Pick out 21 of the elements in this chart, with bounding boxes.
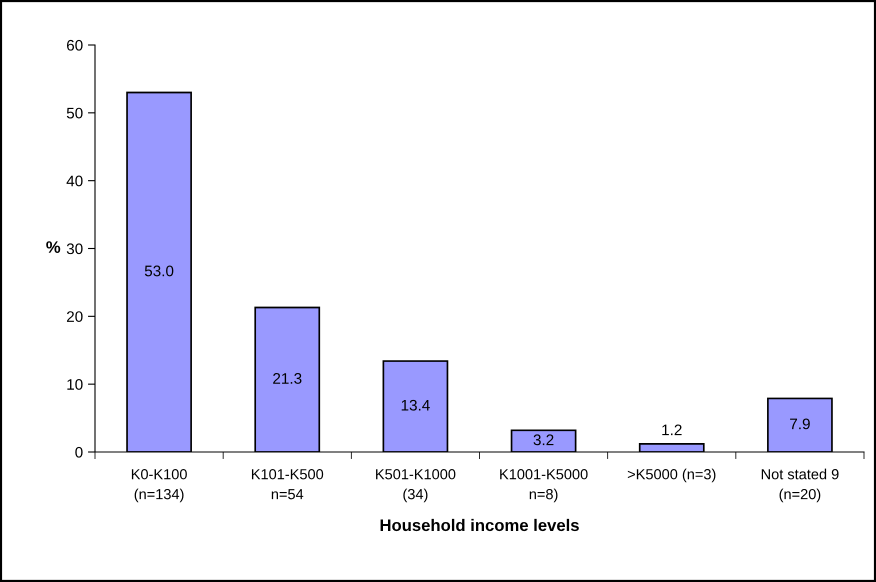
y-tick-label: 60	[66, 40, 83, 51]
data-label: 21.3	[273, 373, 302, 384]
data-label: 3.2	[534, 434, 554, 446]
data-label: 13.4	[402, 400, 430, 411]
x-tick-label: K0-K100 (n=134)	[132, 469, 187, 502]
x-tick-label: Not stated 9 (n=20)	[762, 468, 839, 502]
x-tick-label: K101-K500 n=54	[252, 469, 324, 500]
y-tick-label: 20	[66, 311, 83, 322]
x-tick-label: >K5000 (n=3)	[628, 468, 716, 482]
data-label: 53.0	[144, 266, 174, 276]
x-axis-title: Household income levels	[380, 518, 579, 532]
data-label: 1.2	[662, 424, 682, 436]
y-tick-label: 0	[75, 446, 83, 458]
x-tick-label: K1001-K5000 n=8)	[500, 469, 588, 502]
data-label: 7.9	[790, 418, 810, 430]
y-axis-title: %	[46, 241, 60, 253]
y-tick-label: 50	[66, 108, 83, 119]
x-tick-label: K501-K1000 (34)	[376, 469, 456, 502]
y-tick-label: 30	[66, 243, 83, 254]
y-tick-label: 40	[66, 176, 83, 186]
y-tick-label: 10	[67, 379, 83, 390]
